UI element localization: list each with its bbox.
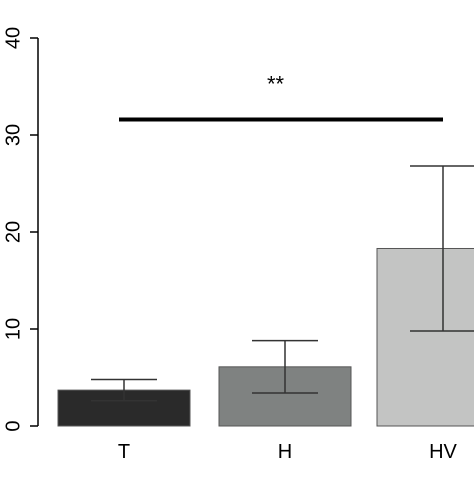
y-tick-label: 40 [2, 27, 24, 49]
x-tick-label: T [118, 441, 130, 463]
y-tick-label: 20 [2, 221, 24, 243]
y-tick-label: 10 [2, 318, 24, 340]
bar-hv [376, 247, 474, 427]
y-tick-label: 30 [2, 124, 24, 146]
x-tick-label: H [278, 441, 292, 463]
x-tick-labels: T H HV [118, 441, 458, 463]
y-tick-label: 0 [2, 420, 24, 431]
significance-annotation: ** [119, 71, 443, 122]
significance-label: ** [267, 71, 285, 96]
y-axis: 0 10 20 30 40 [2, 27, 39, 432]
x-tick-label: HV [429, 441, 457, 463]
bars-group [57, 247, 474, 427]
error-bars-group [91, 165, 474, 402]
